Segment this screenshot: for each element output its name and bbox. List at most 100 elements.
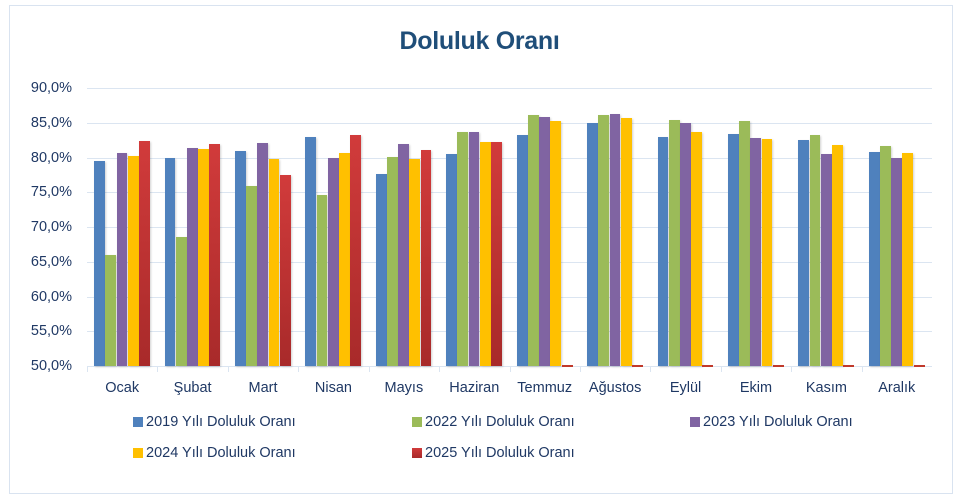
legend-item-2022[interactable]: 2022 Yılı Doluluk Oranı bbox=[412, 414, 575, 430]
x-tick-label: Ekim bbox=[739, 380, 773, 396]
bar[interactable] bbox=[209, 144, 221, 366]
bar[interactable] bbox=[235, 150, 246, 366]
bar[interactable] bbox=[420, 149, 432, 366]
bar[interactable] bbox=[164, 158, 176, 366]
bar[interactable] bbox=[139, 140, 150, 366]
gridline bbox=[87, 261, 932, 263]
gridline bbox=[87, 331, 932, 333]
bar[interactable] bbox=[305, 136, 317, 366]
bar[interactable] bbox=[105, 254, 117, 366]
x-tick-mark bbox=[298, 366, 300, 372]
legend-label: 2019 Yılı Doluluk Oranı bbox=[146, 414, 296, 430]
bar[interactable] bbox=[820, 154, 832, 366]
bar[interactable] bbox=[94, 160, 105, 366]
bar[interactable] bbox=[750, 138, 762, 366]
bar[interactable] bbox=[561, 365, 573, 367]
chart-title: Doluluk Oranı bbox=[399, 27, 560, 55]
bar[interactable] bbox=[679, 123, 691, 366]
bar[interactable] bbox=[831, 144, 843, 366]
y-tick-label: 85,0% bbox=[30, 114, 72, 131]
legend-swatch-icon bbox=[412, 417, 422, 427]
bar[interactable] bbox=[127, 156, 139, 366]
x-tick-mark bbox=[650, 366, 652, 372]
bar[interactable] bbox=[798, 140, 810, 366]
legend-label: 2025 Yılı Doluluk Oranı bbox=[425, 445, 575, 461]
gridline bbox=[87, 227, 932, 228]
bar[interactable] bbox=[772, 365, 784, 367]
y-tick-label: 70,0% bbox=[30, 219, 72, 235]
gridline bbox=[87, 122, 932, 124]
x-tick-label: Temmuz bbox=[517, 380, 573, 396]
bar[interactable] bbox=[550, 121, 562, 366]
bar[interactable] bbox=[527, 115, 539, 366]
bar[interactable] bbox=[257, 142, 269, 366]
bar[interactable] bbox=[375, 174, 387, 366]
bar[interactable] bbox=[657, 136, 669, 366]
x-tick-mark bbox=[157, 366, 159, 372]
x-tick-mark bbox=[227, 366, 229, 372]
bar[interactable] bbox=[598, 115, 610, 366]
bar[interactable] bbox=[116, 152, 128, 366]
x-tick-label: Ocak bbox=[105, 380, 140, 396]
bar[interactable] bbox=[631, 365, 643, 367]
bar[interactable] bbox=[187, 148, 198, 366]
x-tick-mark bbox=[368, 366, 370, 372]
legend-item-2019[interactable]: 2019 Yılı Doluluk Oranı bbox=[133, 414, 296, 430]
bar[interactable] bbox=[268, 158, 280, 366]
bar[interactable] bbox=[739, 120, 750, 366]
bar[interactable] bbox=[891, 158, 902, 366]
bar[interactable] bbox=[175, 236, 187, 366]
x-tick-mark bbox=[791, 366, 793, 372]
bar[interactable] bbox=[479, 142, 491, 366]
legend-item-2023[interactable]: 2023 Yılı Doluluk Oranı bbox=[690, 414, 853, 430]
x-tick-mark bbox=[87, 366, 88, 372]
x-tick-label: Kasım bbox=[805, 380, 847, 396]
x-tick-label: Eylül bbox=[669, 380, 702, 396]
bar[interactable] bbox=[339, 152, 350, 366]
y-tick-label: 75,0% bbox=[30, 184, 72, 201]
bar[interactable] bbox=[620, 117, 632, 366]
bar[interactable] bbox=[879, 146, 891, 366]
legend-swatch-icon bbox=[412, 448, 422, 458]
bar[interactable] bbox=[387, 156, 398, 366]
bar[interactable] bbox=[727, 133, 739, 366]
x-tick-label: Haziran bbox=[449, 380, 500, 396]
bar[interactable] bbox=[409, 158, 421, 366]
bar[interactable] bbox=[843, 365, 855, 367]
x-tick-mark bbox=[861, 366, 863, 372]
bar[interactable] bbox=[609, 113, 621, 366]
bar[interactable] bbox=[702, 365, 714, 367]
bar[interactable] bbox=[316, 195, 328, 366]
bar[interactable] bbox=[327, 157, 339, 366]
bar[interactable] bbox=[587, 123, 598, 366]
bar[interactable] bbox=[809, 135, 821, 366]
bar[interactable] bbox=[913, 365, 925, 367]
x-tick-label: Şubat bbox=[173, 380, 212, 396]
x-tick-label: Mayıs bbox=[384, 380, 424, 396]
gridline bbox=[87, 296, 932, 298]
x-tick-mark bbox=[579, 366, 581, 372]
bar[interactable] bbox=[668, 119, 680, 366]
legend-item-2024[interactable]: 2024 Yılı Doluluk Oranı bbox=[133, 445, 296, 461]
legend-item-2025[interactable]: 2025 Yılı Doluluk Oranı bbox=[412, 445, 575, 461]
bar[interactable] bbox=[246, 185, 258, 366]
bar[interactable] bbox=[468, 132, 480, 366]
bar[interactable] bbox=[446, 154, 458, 366]
bar[interactable] bbox=[350, 134, 362, 366]
bar[interactable] bbox=[198, 149, 210, 366]
bar[interactable] bbox=[902, 152, 914, 366]
bar[interactable] bbox=[691, 131, 702, 366]
y-tick-label: 80,0% bbox=[30, 149, 72, 166]
bar[interactable] bbox=[868, 151, 880, 366]
bar[interactable] bbox=[516, 135, 528, 366]
bar[interactable] bbox=[457, 132, 469, 366]
bar[interactable] bbox=[761, 138, 773, 366]
gridline bbox=[87, 157, 932, 159]
bar[interactable] bbox=[279, 174, 291, 366]
y-tick-label: 65,0% bbox=[30, 253, 72, 270]
x-tick-mark bbox=[720, 366, 722, 372]
bar[interactable] bbox=[398, 144, 410, 366]
bar[interactable] bbox=[539, 117, 550, 366]
y-tick-label: 55,0% bbox=[30, 323, 72, 340]
bar[interactable] bbox=[491, 142, 502, 366]
